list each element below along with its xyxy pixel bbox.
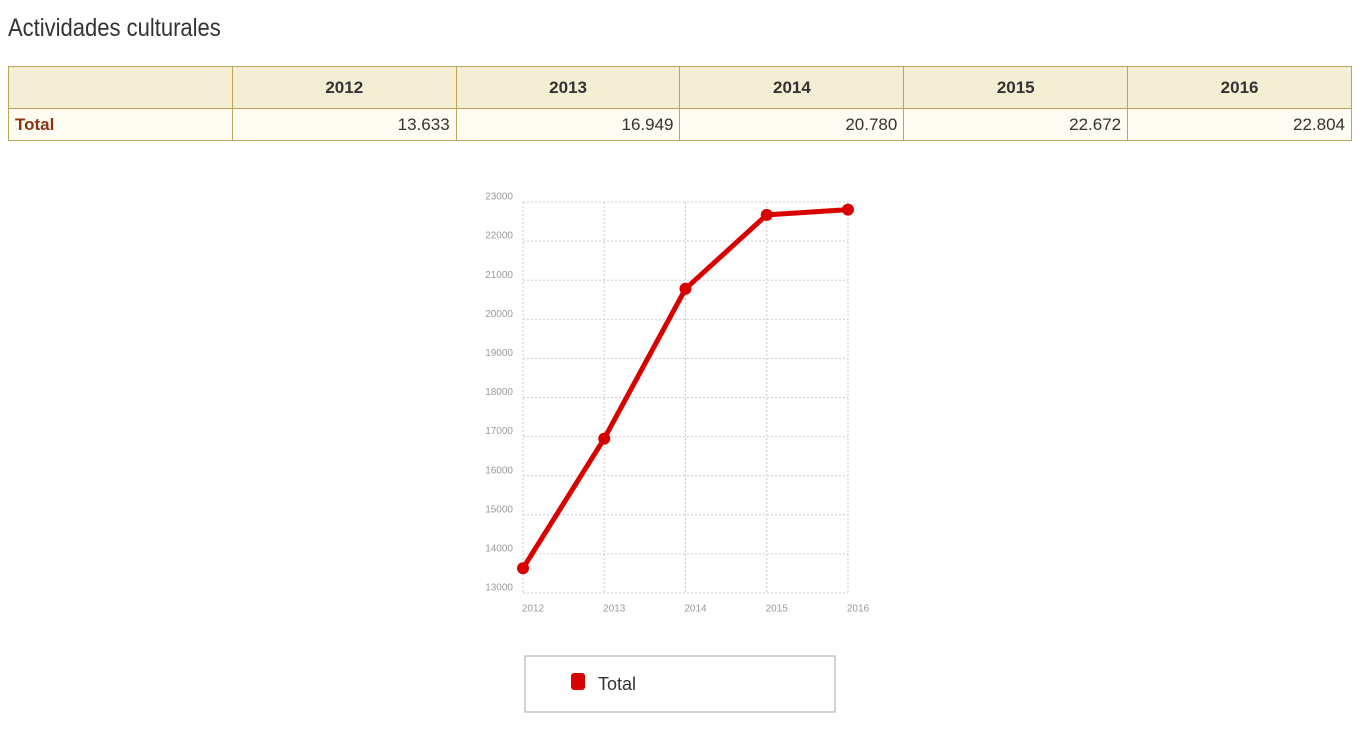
page-title: Actividades culturales (8, 14, 221, 42)
data-point (517, 562, 529, 575)
y-tick-label: 22000 (485, 231, 513, 242)
data-table: 2012 2013 2014 2015 2016 Total 13.633 16… (8, 66, 1352, 141)
legend-label: Total (598, 674, 636, 694)
cell: 20.780 (679, 108, 905, 141)
data-point (598, 432, 611, 445)
cell: 22.804 (1127, 108, 1352, 141)
y-tick-label: 21000 (485, 270, 513, 281)
x-tick-label: 2013 (603, 604, 626, 615)
row-label: Total (8, 108, 233, 141)
y-tick-label: 13000 (485, 583, 513, 594)
header-cell: 2014 (679, 66, 905, 109)
y-tick-label: 23000 (485, 192, 513, 203)
corner-cell (8, 66, 233, 109)
y-tick-label: 14000 (485, 544, 513, 555)
y-tick-label: 20000 (485, 309, 513, 320)
data-point (842, 203, 854, 216)
data-point (679, 282, 692, 295)
header-cell: 2013 (455, 66, 681, 109)
x-tick-label: 2016 (847, 604, 870, 615)
data-point (760, 208, 773, 221)
header-cell: 2015 (903, 66, 1129, 109)
y-tick-label: 16000 (485, 465, 513, 476)
x-tick-label: 2012 (522, 604, 545, 615)
header-row: 2012 2013 2014 2015 2016 (8, 66, 1352, 109)
header-cell: 2016 (1127, 66, 1352, 109)
legend-swatch (571, 673, 585, 690)
y-tick-label: 15000 (485, 504, 513, 515)
x-tick-label: 2014 (684, 604, 707, 615)
cell: 22.672 (903, 108, 1129, 141)
cell: 16.949 (455, 108, 681, 141)
y-tick-label: 19000 (485, 348, 513, 359)
header-cell: 2012 (231, 66, 457, 109)
y-tick-label: 18000 (485, 387, 513, 398)
y-tick-label: 17000 (485, 426, 513, 437)
x-tick-label: 2015 (766, 604, 789, 615)
cell: 13.633 (231, 108, 457, 141)
data-row: Total 13.633 16.949 20.780 22.672 22.804 (8, 108, 1352, 141)
